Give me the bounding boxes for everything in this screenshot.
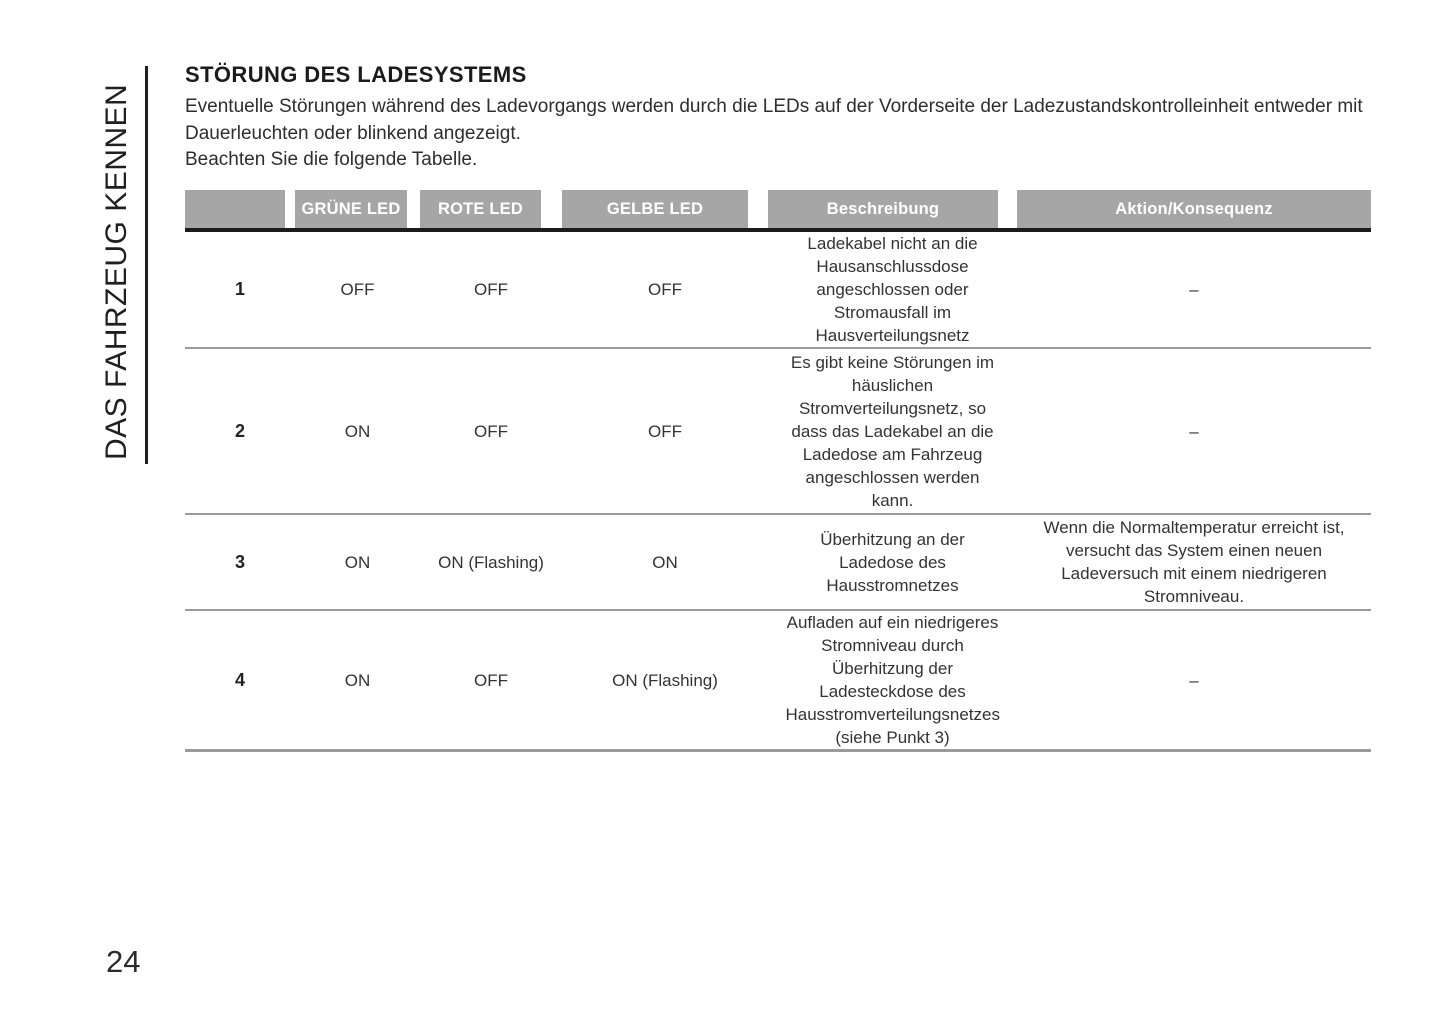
header-cell-empty (185, 190, 285, 228)
page-number: 24 (106, 944, 141, 979)
action-cell: – (1017, 420, 1371, 443)
table-note: Beachten Sie die folgende Tabelle. (185, 149, 478, 170)
table-row: 3 ON ON (Flashing) ON Überhitzung an der… (185, 515, 1371, 611)
red-led-cell: OFF (474, 280, 508, 299)
row-number-cell: 3 (234, 551, 245, 572)
red-led-cell: ON (Flashing) (438, 552, 544, 572)
description-cell: Aufladen auf ein niedrigeres Stromniveau… (768, 611, 1017, 749)
table-row: 4 ON OFF ON (Flashing) Aufladen auf ein … (185, 611, 1371, 752)
red-led-cell: OFF (474, 670, 508, 690)
description-text: Aufladen auf ein niedrigeres Stromniveau… (785, 613, 1000, 747)
chapter-vertical-label: DAS FAHRZEUG KENNEN (100, 83, 133, 460)
action-text: – (1189, 280, 1199, 299)
red-led-cell: OFF (474, 421, 508, 441)
action-cell: Wenn die Normaltemperatur erreicht ist, … (1017, 516, 1371, 608)
action-text: – (1189, 670, 1199, 690)
yellow-led-cell: OFF (648, 280, 682, 299)
section-heading: STÖRUNG DES LADESYSTEMS (185, 62, 527, 87)
intro-paragraph: Eventuelle Störungen während des Ladevor… (185, 96, 1363, 144)
description-text: Überhitzung an der Ladedose des Hausstro… (820, 529, 965, 595)
description-text: Ladekabel nicht an die Hausanschlussdose… (807, 234, 978, 345)
row-number-cell: 1 (234, 279, 245, 299)
table-header-row: GRÜNE LED ROTE LED GELBE LED Beschreibun… (185, 190, 1371, 228)
chapter-divider-rule (145, 66, 148, 464)
row-number-cell: 2 (234, 420, 245, 441)
table-row: 1 OFF OFF OFF Ladekabel nicht an die Hau… (185, 232, 1371, 349)
action-cell: – (1017, 278, 1371, 301)
green-led-cell: ON (344, 552, 371, 572)
table-row: 2 ON OFF OFF Es gibt keine Störungen im … (185, 349, 1371, 515)
led-status-table: GRÜNE LED ROTE LED GELBE LED Beschreibun… (185, 190, 1371, 752)
green-led-cell: ON (344, 421, 371, 441)
header-divider-rule (185, 228, 1371, 232)
yellow-led-cell: ON (Flashing) (612, 670, 718, 690)
yellow-led-cell: ON (652, 552, 678, 572)
action-text: – (1189, 421, 1199, 441)
header-cell-red-led: ROTE LED (420, 190, 541, 228)
header-cell-description: Beschreibung (768, 190, 998, 228)
description-cell: Überhitzung an der Ladedose des Hausstro… (768, 528, 1017, 597)
action-cell: – (1017, 669, 1371, 692)
header-cell-green-led: GRÜNE LED (295, 190, 407, 228)
header-cell-action: Aktion/Konsequenz (1017, 190, 1371, 228)
header-cell-yellow-led: GELBE LED (562, 190, 748, 228)
description-cell: Ladekabel nicht an die Hausanschlussdose… (768, 232, 1017, 347)
yellow-led-cell: OFF (648, 421, 682, 441)
description-text: Es gibt keine Störungen im häuslichen St… (790, 352, 995, 510)
action-text: Wenn die Normaltemperatur erreicht ist, … (1043, 518, 1345, 606)
description-cell: Es gibt keine Störungen im häuslichen St… (768, 351, 1017, 512)
green-led-cell: OFF (340, 280, 375, 299)
row-number-cell: 4 (234, 669, 245, 690)
green-led-cell: ON (344, 670, 371, 690)
